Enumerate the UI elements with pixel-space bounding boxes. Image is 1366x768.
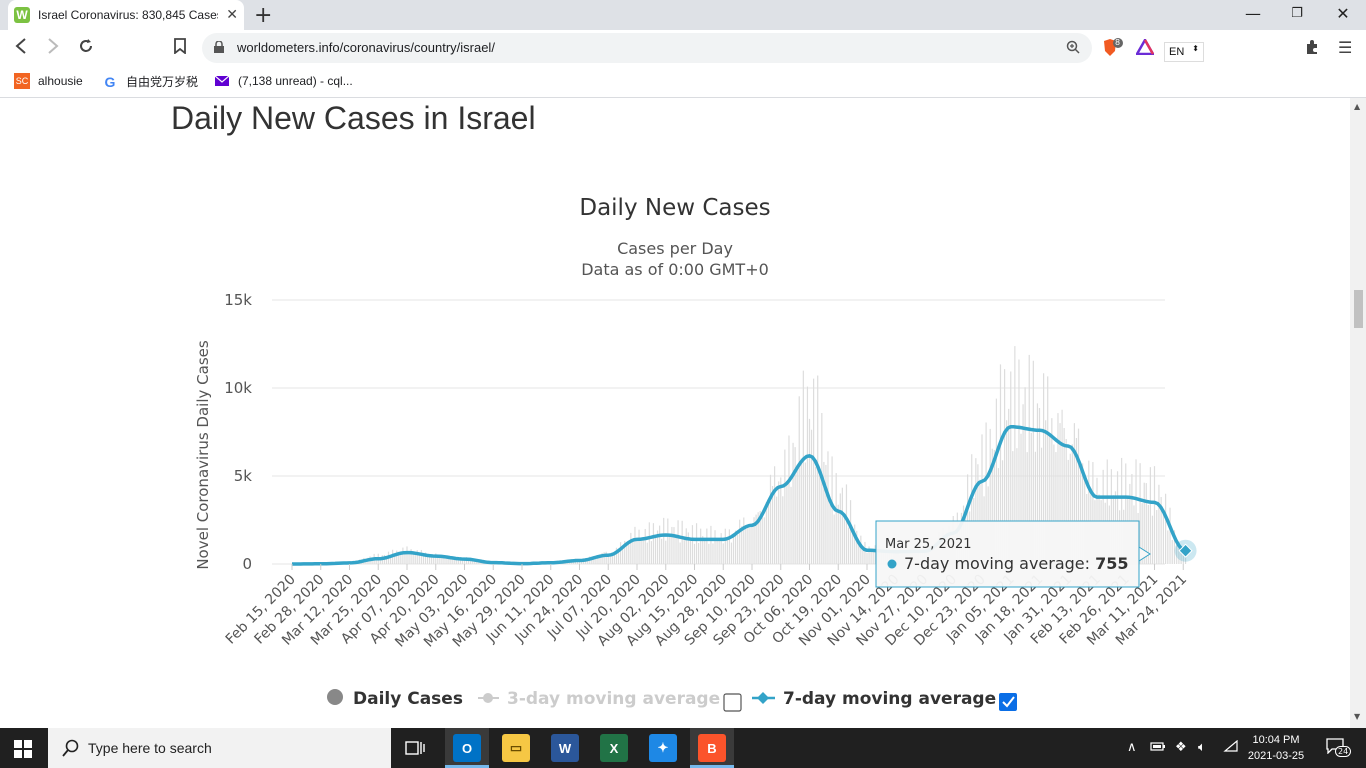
checkmark-icon: [1002, 696, 1015, 708]
y-tick-label: 5k: [234, 467, 253, 485]
tooltip-value: 755: [1095, 554, 1128, 573]
sc-favicon-icon: SC: [14, 73, 30, 89]
back-icon[interactable]: [14, 38, 28, 59]
scroll-down-icon[interactable]: ▼: [1354, 712, 1361, 721]
legend-item-7-day-average[interactable]: 7-day moving average: [752, 689, 996, 709]
tab-title: Israel Coronavirus: 830,845 Cases: [38, 8, 218, 22]
daily-cases-chart: Daily New Cases Cases per Day Data as of…: [194, 195, 1197, 712]
clock-date: 2021-03-25: [1247, 750, 1305, 762]
tab-close-icon[interactable]: ✕: [226, 7, 238, 23]
taskbar-search[interactable]: Type here to search: [48, 728, 391, 768]
menu-icon[interactable]: ☰: [1338, 38, 1353, 57]
minimize-icon[interactable]: —: [1245, 4, 1261, 23]
task-view-icon[interactable]: [405, 740, 425, 760]
tooltip-date: Mar 25, 2021: [885, 537, 972, 552]
tray-expand-icon[interactable]: ∧: [1127, 740, 1137, 755]
seven-day-average-line: [292, 424, 1187, 566]
windows-taskbar: Type here to search O ▭ W X ✦ B ∧ ❖ 🔈︎ 1…: [0, 728, 1366, 768]
legend-item-3-day-average[interactable]: 3-day moving average: [478, 689, 720, 709]
brave-rewards-icon[interactable]: [1134, 37, 1156, 59]
reload-icon[interactable]: [78, 38, 94, 59]
tooltip-marker-icon: [887, 559, 897, 569]
bookmark-label: (7,138 unread) - cql...: [238, 74, 353, 88]
page-content: Daily New Cases in Israel Daily New Case…: [0, 98, 1350, 728]
legend-label: 7-day moving average: [783, 689, 996, 709]
bookmark-label: 自由党万岁税: [126, 75, 199, 89]
search-placeholder: Type here to search: [88, 740, 212, 756]
tooltip-label: 7-day moving average:: [904, 554, 1095, 573]
language-value: EN: [1169, 46, 1185, 58]
forward-icon[interactable]: [46, 38, 60, 59]
active-app-indicator: [690, 765, 734, 768]
legend-circle-icon: [327, 689, 343, 705]
legend-diamond-icon: [757, 692, 769, 704]
chart-tooltip: Mar 25, 2021 7-day moving average: 755: [875, 520, 1151, 588]
chart-title: Daily New Cases: [579, 195, 770, 221]
y-axis: 0 5k 10k 15k: [224, 291, 252, 573]
bookmark-item[interactable]: (7,138 unread) - cql...: [214, 73, 353, 89]
address-bar[interactable]: worldometers.info/coronavirus/country/is…: [202, 33, 1092, 63]
outlook-icon[interactable]: O: [453, 734, 481, 762]
windows-start-icon[interactable]: [14, 740, 32, 762]
wifi-icon[interactable]: [1223, 739, 1239, 756]
checkbox-3-day-average[interactable]: [723, 693, 742, 712]
app-icon[interactable]: ✦: [649, 734, 677, 762]
y-axis-label: Novel Coronavirus Daily Cases: [194, 340, 212, 570]
url-text: worldometers.info/coronavirus/country/is…: [237, 40, 495, 55]
notification-count: 24: [1335, 746, 1352, 757]
page-scrollbar[interactable]: ▲ ▼: [1350, 98, 1366, 728]
battery-icon[interactable]: [1150, 740, 1166, 756]
bookmark-item[interactable]: SC alhousie: [14, 73, 83, 89]
volume-icon[interactable]: 🔈︎: [1198, 740, 1206, 755]
y-tick-label: 15k: [224, 291, 252, 309]
active-app-indicator: [445, 765, 489, 768]
mail-icon: [214, 73, 230, 89]
legend-item-daily-cases[interactable]: Daily Cases: [327, 689, 463, 709]
chart-subtitle: Data as of 0:00 GMT+0: [581, 260, 769, 279]
tooltip-line: 7-day moving average: 755: [904, 554, 1129, 573]
scroll-thumb[interactable]: [1354, 290, 1363, 328]
lock-icon: [214, 41, 224, 53]
browser-tab[interactable]: W Israel Coronavirus: 830,845 Cases ✕: [8, 0, 244, 30]
maximize-icon[interactable]: ❐: [1291, 6, 1303, 21]
file-explorer-icon[interactable]: ▭: [502, 734, 530, 762]
select-arrows-icon: ⬍: [1192, 44, 1199, 53]
new-tab-icon[interactable]: +: [254, 3, 273, 28]
highlighted-point[interactable]: [1174, 539, 1197, 562]
page-title: Daily New Cases in Israel: [171, 100, 536, 136]
y-tick-label: 10k: [224, 379, 252, 397]
browser-toolbar: worldometers.info/coronavirus/country/is…: [0, 30, 1366, 66]
dropbox-icon[interactable]: ❖: [1175, 740, 1187, 755]
y-tick-label: 0: [242, 555, 252, 573]
taskbar-clock[interactable]: 10:04 PM 2021-03-25: [1246, 732, 1306, 764]
language-select[interactable]: EN ⬍: [1164, 42, 1204, 62]
clock-time: 10:04 PM: [1252, 734, 1300, 746]
scroll-up-icon[interactable]: ▲: [1354, 102, 1361, 111]
chart-subtitle: Cases per Day: [617, 239, 733, 258]
tab-bar: W Israel Coronavirus: 830,845 Cases ✕ + …: [0, 0, 1366, 30]
worldometers-favicon-icon: W: [14, 7, 30, 23]
google-favicon-icon: G: [104, 73, 116, 90]
brave-shields-icon[interactable]: 8: [1102, 38, 1124, 62]
search-icon: [62, 739, 80, 761]
legend-label: Daily Cases: [353, 689, 463, 709]
checkbox-7-day-average[interactable]: [999, 693, 1017, 711]
zoom-icon[interactable]: [1066, 40, 1080, 58]
bookmark-label: alhousie: [38, 74, 83, 88]
close-window-icon[interactable]: ✕: [1336, 4, 1350, 23]
brave-icon[interactable]: B: [698, 734, 726, 762]
legend-marker-icon: [483, 693, 493, 703]
notification-center-icon[interactable]: 24: [1326, 738, 1352, 758]
chart-legend: Daily Cases 3-day moving average 7-day m…: [327, 689, 1017, 712]
bookmark-item[interactable]: G 自由党万岁税: [102, 73, 198, 90]
excel-icon[interactable]: X: [600, 734, 628, 762]
bookmark-icon[interactable]: [174, 38, 186, 59]
legend-label: 3-day moving average: [507, 689, 720, 709]
word-icon[interactable]: W: [551, 734, 579, 762]
extensions-icon[interactable]: [1304, 39, 1320, 59]
bookmarks-bar: SC alhousie G 自由党万岁税 (7,138 unread) - cq…: [0, 66, 1366, 98]
brave-badge: 8: [1115, 38, 1121, 47]
